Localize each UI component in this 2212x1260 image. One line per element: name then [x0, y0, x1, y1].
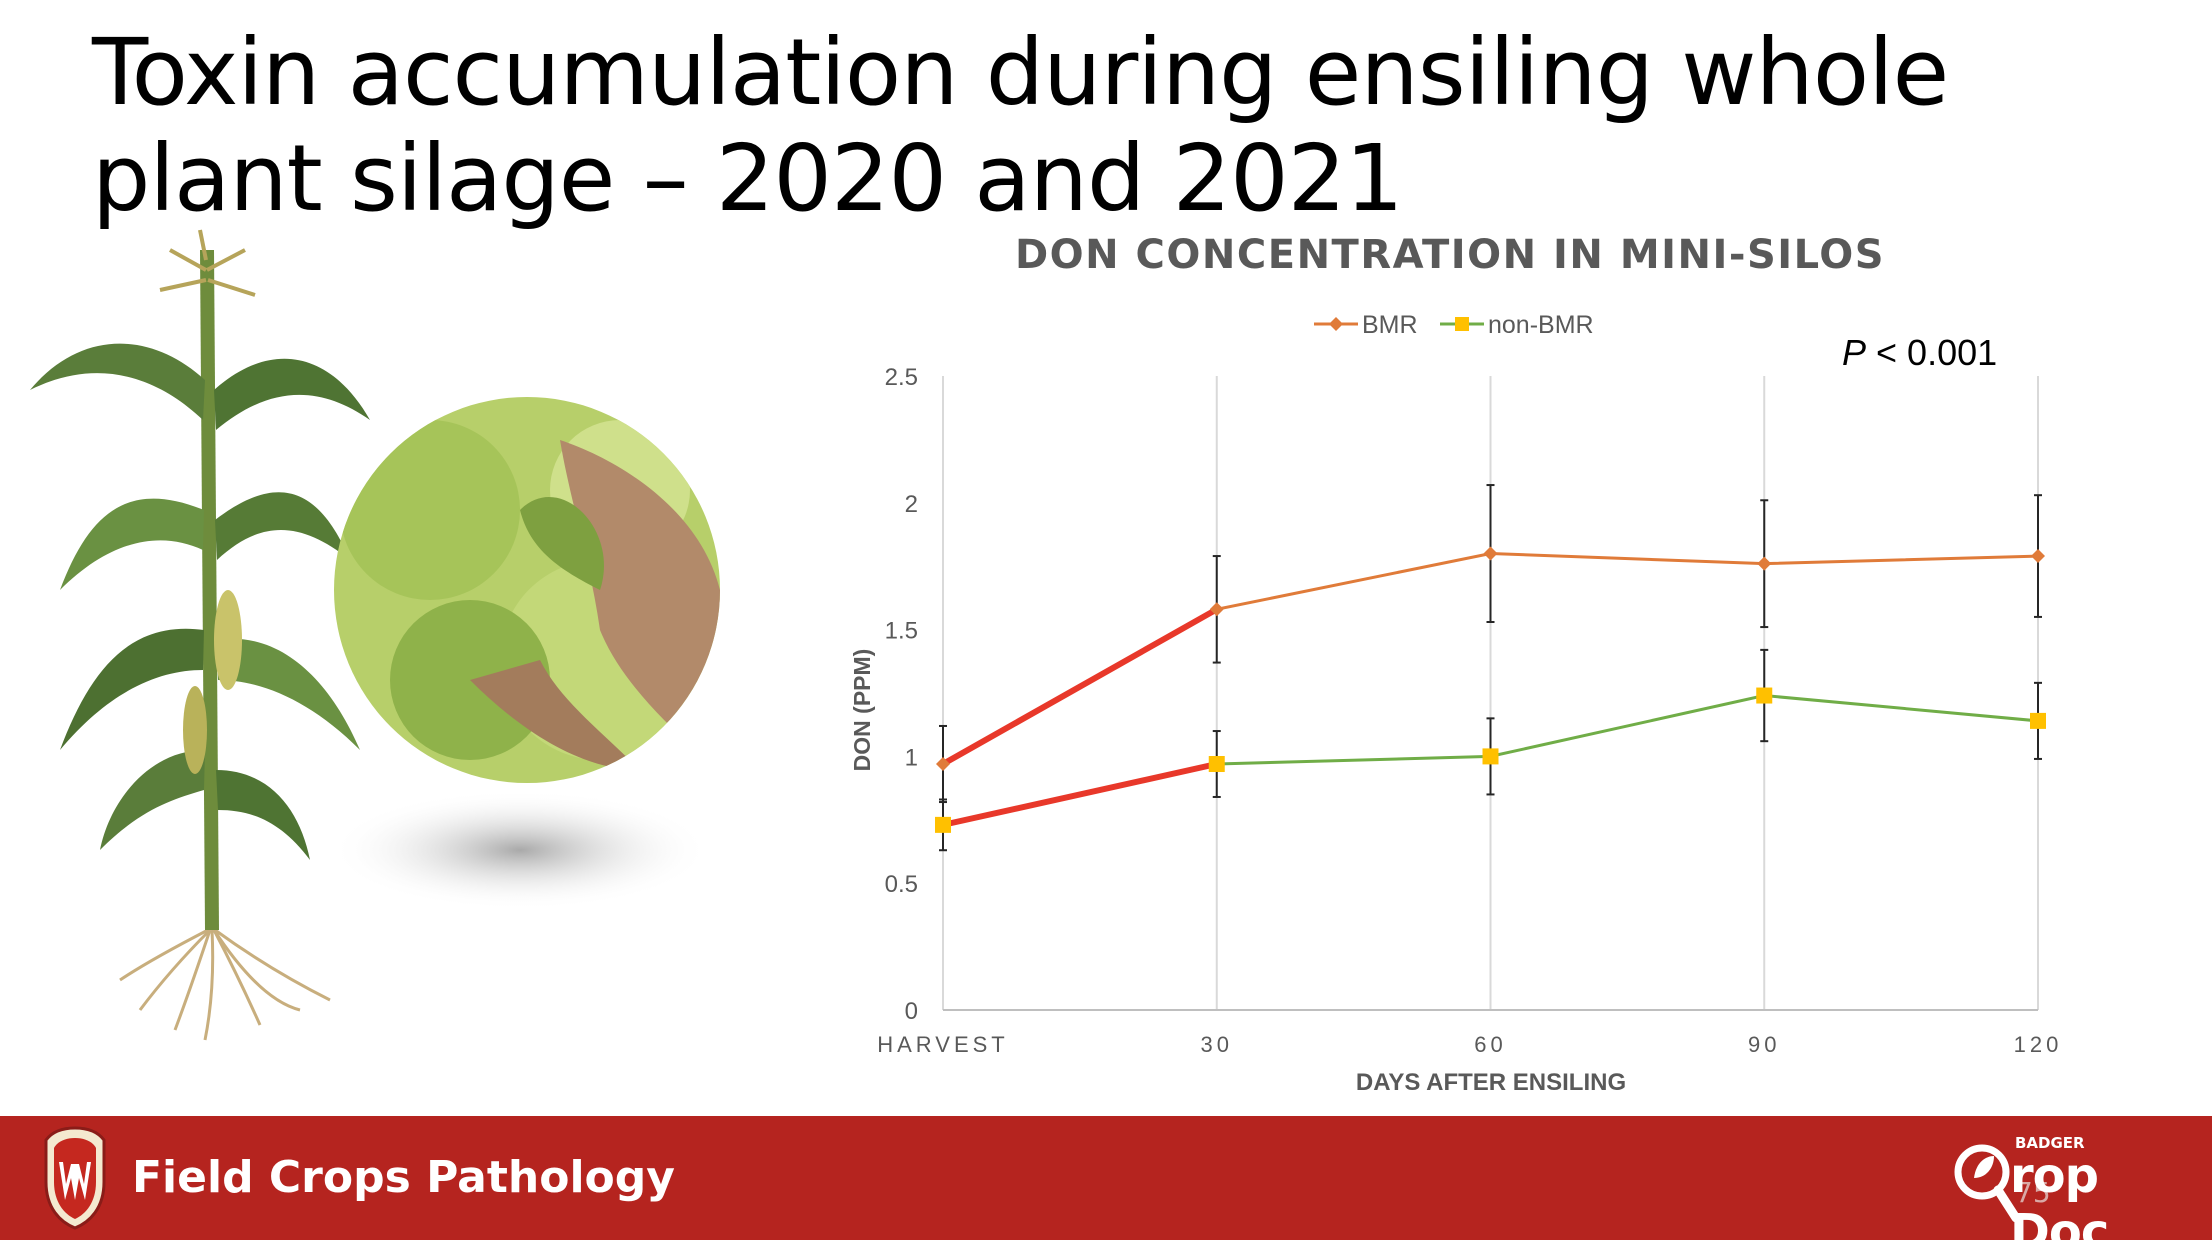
x-axis-label: DAYS AFTER ENSILING: [1356, 1069, 1626, 1096]
data-point-non-bmr: [1756, 687, 1773, 704]
data-point-bmr: [1209, 602, 1224, 617]
uw-crest-icon: [44, 1126, 106, 1230]
crop-doc-logo: 75 BADGER rop Doc: [1950, 1132, 2190, 1260]
chart-legend: BMR non-BMR: [1314, 311, 1594, 339]
magnifier-icon: [1954, 1144, 2020, 1223]
footer-title: Field Crops Pathology: [132, 1152, 675, 1203]
x-tick-label: 120: [2014, 1032, 2063, 1057]
legend-label-non-bmr: non-BMR: [1488, 311, 1594, 339]
highlight-segment-non-bmr: [940, 761, 1220, 828]
page-number: 75: [2015, 1176, 2051, 1209]
y-tick-label: 1.5: [885, 618, 918, 645]
data-point-non-bmr: [1208, 756, 1225, 773]
y-tick-label: 2: [905, 491, 918, 518]
data-point-non-bmr: [2030, 712, 2046, 729]
data-point-bmr: [936, 757, 950, 772]
don-chart: DON CONCENTRATION IN MINI-SILOS BMR non-…: [849, 232, 2063, 1096]
y-tick-label: 0.5: [885, 871, 918, 898]
p-label: P: [1842, 332, 1866, 373]
y-tick-label: 1: [905, 744, 918, 771]
logo-main-text: rop Doc: [2010, 1148, 2109, 1260]
y-axis-label: DON (PPM): [849, 649, 875, 772]
highlight-segment-bmr: [940, 606, 1220, 768]
p-value: < 0.001: [1866, 332, 1997, 373]
legend-item-non-bmr: non-BMR: [1440, 311, 1594, 339]
logo-badger-text: BADGER: [2015, 1134, 2085, 1152]
chart-title: DON CONCENTRATION IN MINI-SILOS: [1015, 232, 1885, 278]
plot-area: 0 0.5 1 1.5 2 2.5 HARVEST 30 60 90 120: [877, 364, 2063, 1057]
p-value-annotation: P < 0.001: [1842, 332, 1997, 373]
x-tick-label: 60: [1474, 1032, 1506, 1057]
data-point-non-bmr: [935, 816, 951, 833]
data-point-bmr: [1757, 556, 1772, 571]
x-tick-label: 90: [1748, 1032, 1780, 1057]
legend-label-bmr: BMR: [1362, 311, 1418, 339]
footer-bar: Field Crops Pathology 75 BADGER rop Doc: [0, 1116, 2212, 1260]
data-point-non-bmr: [1482, 748, 1499, 765]
corn-plant-icon: [30, 229, 370, 1041]
silage-photo: [334, 397, 720, 783]
legend-item-bmr: BMR: [1314, 311, 1418, 339]
slide-title: Toxin accumulation during ensiling whole…: [92, 19, 1949, 232]
data-point-bmr: [1483, 546, 1498, 561]
x-tick-label: 30: [1201, 1032, 1233, 1057]
y-tick-label: 0: [905, 998, 918, 1025]
data-point-bmr: [2031, 549, 2045, 564]
photo-shadow: [330, 790, 710, 910]
corn-silage-illustration: [30, 229, 720, 1041]
y-tick-label: 2.5: [885, 364, 918, 391]
x-tick-label: HARVEST: [877, 1032, 1009, 1057]
